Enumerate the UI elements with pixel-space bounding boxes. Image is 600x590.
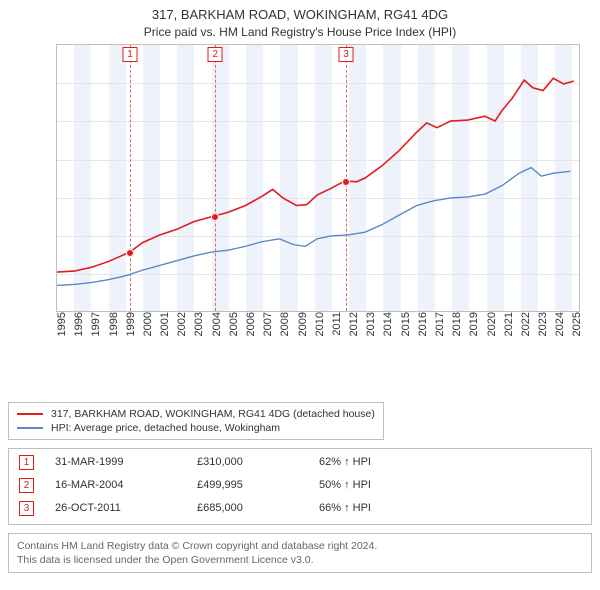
event-marker [342, 178, 350, 186]
x-tick-label: 1997 [90, 312, 102, 336]
footer-line: Contains HM Land Registry data © Crown c… [17, 539, 583, 553]
x-tick-label: 2011 [331, 312, 343, 336]
legend: 317, BARKHAM ROAD, WOKINGHAM, RG41 4DG (… [8, 402, 384, 440]
chart-subtitle: Price paid vs. HM Land Registry's House … [8, 24, 592, 40]
event-badge: 1 [123, 47, 138, 62]
event-delta: 62% ↑ HPI [319, 456, 581, 468]
x-tick-label: 2005 [228, 312, 240, 336]
x-tick-label: 2025 [571, 312, 583, 336]
attribution-footer: Contains HM Land Registry data © Crown c… [8, 533, 592, 573]
x-tick-label: 2010 [314, 312, 326, 336]
x-tick-label: 2012 [348, 312, 360, 336]
x-tick-label: 2008 [279, 312, 291, 336]
event-badge: 3 [19, 501, 34, 516]
x-tick-label: 2003 [193, 312, 205, 336]
x-tick-label: 2017 [434, 312, 446, 336]
legend-label: HPI: Average price, detached house, Woki… [51, 422, 280, 434]
event-price: £499,995 [197, 479, 307, 491]
x-tick-label: 2006 [245, 312, 257, 336]
x-tick-label: 2000 [142, 312, 154, 336]
event-badge: 1 [19, 455, 34, 470]
footer-line: This data is licensed under the Open Gov… [17, 553, 583, 567]
chart-figure: 317, BARKHAM ROAD, WOKINGHAM, RG41 4DG P… [0, 0, 600, 581]
x-tick-label: 2009 [297, 312, 309, 336]
legend-item: 317, BARKHAM ROAD, WOKINGHAM, RG41 4DG (… [17, 407, 375, 421]
x-tick-label: 2022 [520, 312, 532, 336]
event-badge: 2 [19, 478, 34, 493]
legend-item: HPI: Average price, detached house, Woki… [17, 421, 375, 435]
event-date: 16-MAR-2004 [55, 479, 185, 491]
x-tick-label: 1996 [73, 312, 85, 336]
x-tick-label: 2024 [554, 312, 566, 336]
title-block: 317, BARKHAM ROAD, WOKINGHAM, RG41 4DG P… [8, 6, 592, 40]
chart-area: £0£200K£400K£600K£800K£1M£1.2M£1.4M12319… [8, 44, 592, 358]
x-tick-label: 2018 [451, 312, 463, 336]
legend-label: 317, BARKHAM ROAD, WOKINGHAM, RG41 4DG (… [51, 408, 375, 420]
x-tick-label: 2013 [365, 312, 377, 336]
event-badge: 3 [338, 47, 353, 62]
x-tick-label: 2015 [400, 312, 412, 336]
x-tick-label: 1995 [56, 312, 68, 336]
x-tick-label: 2020 [486, 312, 498, 336]
event-price: £685,000 [197, 502, 307, 514]
legend-swatch [17, 427, 43, 429]
series-price_paid [57, 78, 574, 272]
series-layer [57, 45, 579, 311]
x-tick-label: 2001 [159, 312, 171, 336]
event-date: 31-MAR-1999 [55, 456, 185, 468]
event-delta: 50% ↑ HPI [319, 479, 581, 491]
x-tick-label: 1999 [125, 312, 137, 336]
x-tick-label: 2016 [417, 312, 429, 336]
x-tick-label: 2021 [503, 312, 515, 336]
x-tick-label: 2023 [537, 312, 549, 336]
x-tick-label: 1998 [108, 312, 120, 336]
event-marker [211, 213, 219, 221]
x-tick-label: 2002 [176, 312, 188, 336]
events-table: 1 31-MAR-1999 £310,000 62% ↑ HPI 2 16-MAR-200… [8, 448, 592, 525]
x-tick-label: 2014 [382, 312, 394, 336]
x-tick-label: 2004 [211, 312, 223, 336]
event-badge: 2 [208, 47, 223, 62]
legend-swatch [17, 413, 43, 415]
x-tick-label: 2019 [468, 312, 480, 336]
chart-title: 317, BARKHAM ROAD, WOKINGHAM, RG41 4DG [8, 6, 592, 24]
event-date: 26-OCT-2011 [55, 502, 185, 514]
x-tick-label: 2007 [262, 312, 274, 336]
series-hpi [57, 167, 570, 285]
plot-area: £0£200K£400K£600K£800K£1M£1.2M£1.4M123 [56, 44, 580, 312]
event-marker [126, 249, 134, 257]
event-delta: 66% ↑ HPI [319, 502, 581, 514]
event-price: £310,000 [197, 456, 307, 468]
